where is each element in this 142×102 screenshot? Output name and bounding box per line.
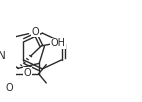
Text: OH: OH [50,38,65,48]
Text: N: N [0,51,6,61]
Text: O: O [5,83,13,93]
Text: O: O [32,27,39,37]
Text: O: O [24,68,31,78]
